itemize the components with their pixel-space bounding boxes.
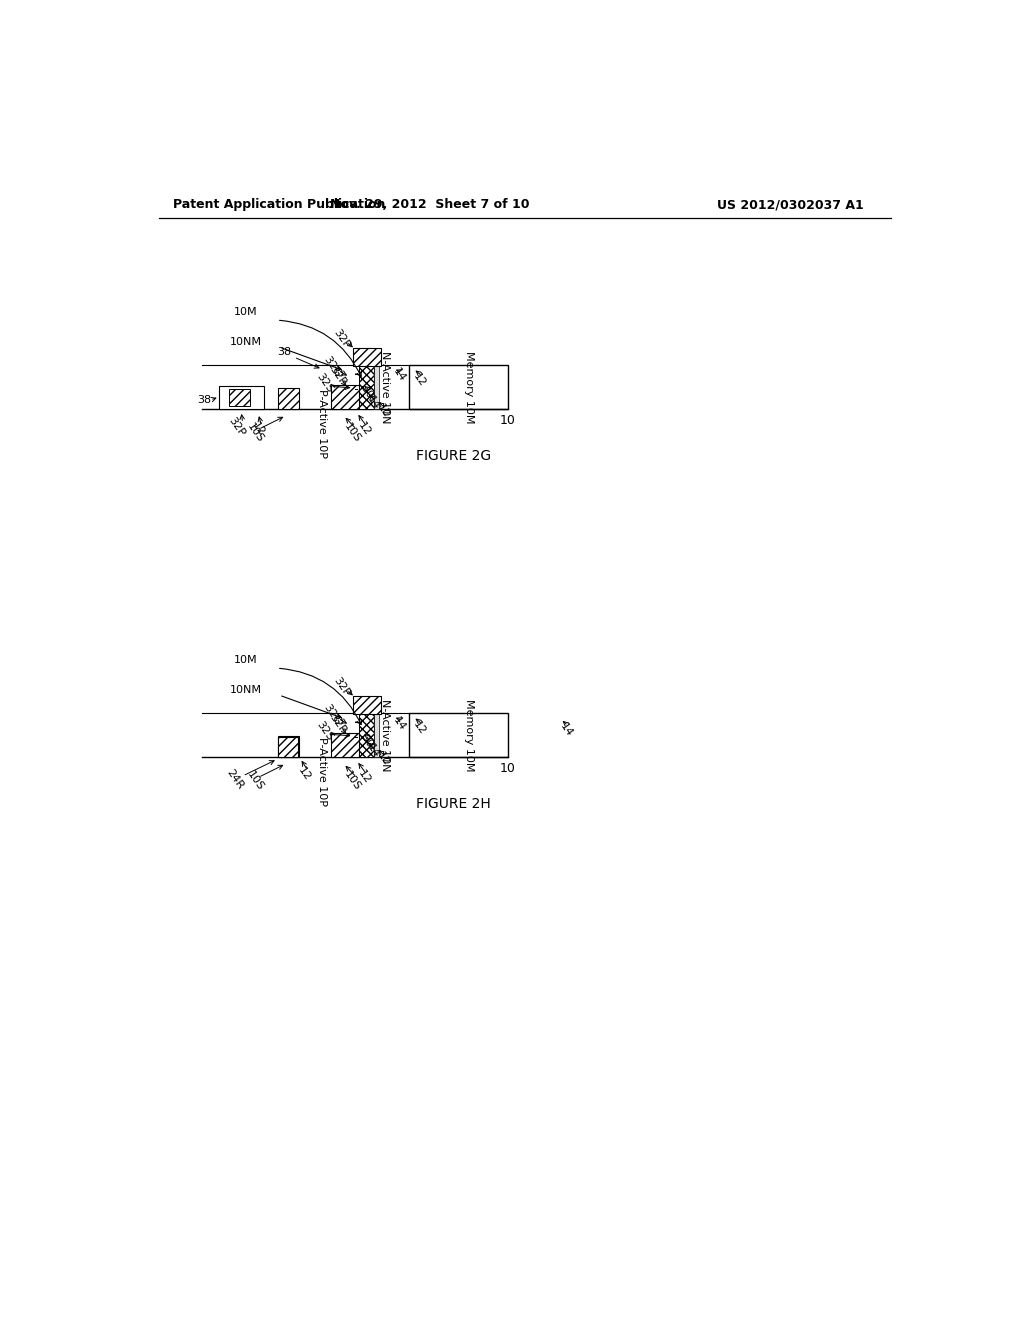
Text: 14: 14 (365, 743, 381, 760)
Text: 12: 12 (297, 766, 313, 783)
Bar (409, 364, 508, 409)
Text: 32P: 32P (226, 414, 247, 438)
Text: Nov. 29, 2012  Sheet 7 of 10: Nov. 29, 2012 Sheet 7 of 10 (331, 198, 530, 211)
Text: 32P: 32P (332, 327, 352, 350)
Text: 10NM: 10NM (229, 337, 262, 347)
Text: 32P: 32P (332, 676, 352, 698)
Text: 14: 14 (391, 715, 408, 733)
Text: 32P: 32P (327, 713, 347, 735)
Bar (352, 348, 381, 367)
Text: 10S: 10S (343, 421, 362, 444)
Text: 14: 14 (558, 721, 574, 738)
Text: 14: 14 (365, 395, 381, 412)
Text: 12: 12 (376, 403, 392, 420)
Bar (375, 713, 379, 758)
Text: N-Active 10N: N-Active 10N (380, 351, 390, 424)
Bar (409, 713, 508, 758)
Text: 12: 12 (412, 719, 428, 737)
Bar (331, 385, 359, 409)
Text: 32G: 32G (322, 354, 343, 379)
Bar (359, 364, 375, 409)
Text: 32S: 32S (314, 719, 335, 743)
Bar (331, 733, 359, 758)
Bar (278, 738, 298, 758)
Text: 32G: 32G (322, 702, 343, 726)
Text: 10: 10 (500, 762, 516, 775)
Text: N-Active 10N: N-Active 10N (380, 698, 390, 771)
Text: 32P: 32P (327, 364, 347, 387)
Text: 24R: 24R (224, 767, 246, 791)
Text: Memory 10M: Memory 10M (464, 698, 474, 771)
Bar (352, 696, 381, 714)
Text: 38: 38 (197, 395, 211, 405)
Text: 10M: 10M (234, 656, 258, 665)
Text: P-Active 10P: P-Active 10P (317, 389, 327, 458)
Bar (278, 388, 299, 409)
Bar (359, 713, 375, 758)
Bar (228, 389, 251, 407)
Text: P-Active 10P: P-Active 10P (317, 737, 327, 805)
Text: 30: 30 (358, 733, 375, 750)
Text: 10NM: 10NM (229, 685, 262, 694)
Text: 32S: 32S (314, 372, 335, 395)
Text: US 2012/0302037 A1: US 2012/0302037 A1 (717, 198, 864, 211)
Text: 10M: 10M (234, 308, 258, 317)
Text: 12: 12 (356, 421, 373, 438)
Text: FIGURE 2H: FIGURE 2H (416, 797, 490, 810)
Text: 12: 12 (376, 750, 392, 768)
Text: 10: 10 (500, 413, 516, 426)
Text: 38: 38 (276, 347, 291, 358)
Bar (219, 387, 264, 409)
Text: Patent Application Publication: Patent Application Publication (173, 198, 385, 211)
Bar (278, 737, 299, 758)
Text: 12: 12 (356, 768, 373, 787)
Text: Memory 10M: Memory 10M (464, 351, 474, 424)
Text: 12: 12 (412, 371, 428, 389)
Text: 10S: 10S (343, 770, 362, 792)
Text: FIGURE 2G: FIGURE 2G (416, 449, 492, 462)
Text: 10S: 10S (245, 421, 265, 444)
Text: 30: 30 (358, 384, 375, 401)
Text: 14: 14 (391, 367, 408, 384)
Text: 12: 12 (250, 421, 266, 438)
Text: 10S: 10S (245, 770, 265, 792)
Bar (375, 364, 379, 409)
